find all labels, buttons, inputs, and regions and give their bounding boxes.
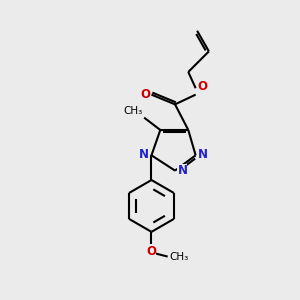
Text: CH₃: CH₃ <box>123 106 142 116</box>
Text: N: N <box>177 164 188 176</box>
Text: O: O <box>140 88 150 101</box>
Text: O: O <box>146 245 157 258</box>
Text: N: N <box>139 148 149 161</box>
Text: N: N <box>198 148 208 161</box>
Text: O: O <box>197 80 207 93</box>
Text: CH₃: CH₃ <box>169 252 188 262</box>
